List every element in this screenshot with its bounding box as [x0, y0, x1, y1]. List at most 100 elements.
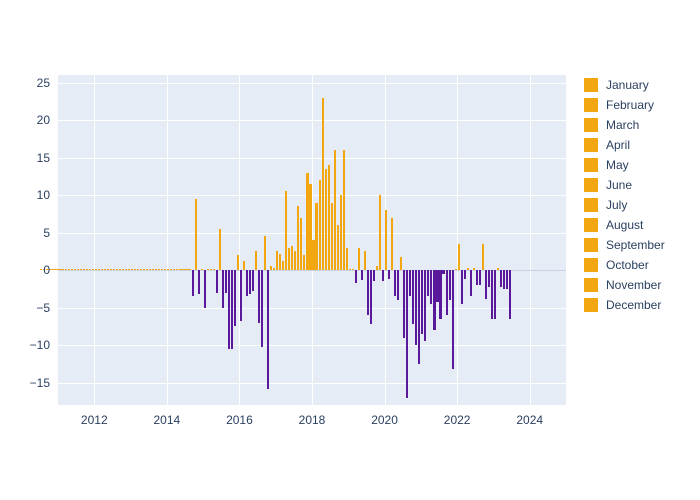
bar-positive[interactable]	[71, 269, 73, 270]
bar-positive[interactable]	[122, 269, 124, 270]
bar-negative[interactable]	[491, 270, 493, 319]
bar-positive[interactable]	[92, 269, 94, 270]
legend-item[interactable]: June	[584, 175, 694, 195]
bar-positive[interactable]	[264, 236, 266, 270]
bar-positive[interactable]	[346, 248, 348, 271]
bar-negative[interactable]	[433, 270, 435, 330]
bar-positive[interactable]	[210, 269, 212, 270]
bar-positive[interactable]	[65, 269, 67, 270]
bar-negative[interactable]	[449, 270, 451, 300]
bar-positive[interactable]	[143, 269, 145, 270]
bar-positive[interactable]	[319, 180, 321, 270]
bar-negative[interactable]	[370, 270, 372, 324]
bar-positive[interactable]	[195, 199, 197, 270]
bar-positive[interactable]	[89, 269, 91, 270]
bar-negative[interactable]	[485, 270, 487, 299]
bar-negative[interactable]	[388, 270, 390, 279]
bar-negative[interactable]	[409, 270, 411, 296]
bar-positive[interactable]	[352, 269, 354, 270]
bar-negative[interactable]	[421, 270, 423, 334]
bar-positive[interactable]	[95, 269, 97, 270]
bar-positive[interactable]	[385, 210, 387, 270]
bar-negative[interactable]	[204, 270, 206, 308]
bar-negative[interactable]	[427, 270, 429, 296]
bar-positive[interactable]	[167, 269, 169, 270]
bar-negative[interactable]	[249, 270, 251, 294]
bar-negative[interactable]	[476, 270, 478, 285]
bar-positive[interactable]	[149, 269, 151, 270]
plot-area[interactable]	[58, 75, 566, 405]
bar-positive[interactable]	[74, 269, 76, 270]
legend-item[interactable]: September	[584, 235, 694, 255]
bar-positive[interactable]	[340, 195, 342, 270]
bar-positive[interactable]	[170, 269, 172, 270]
bar-positive[interactable]	[152, 269, 154, 270]
bar-negative[interactable]	[228, 270, 230, 349]
bar-negative[interactable]	[192, 270, 194, 296]
legend-item[interactable]: February	[584, 95, 694, 115]
bar-positive[interactable]	[128, 269, 130, 270]
bar-positive[interactable]	[358, 248, 360, 271]
bar-positive[interactable]	[176, 269, 178, 270]
bar-positive[interactable]	[391, 218, 393, 271]
bar-positive[interactable]	[201, 269, 203, 270]
bar-positive[interactable]	[276, 251, 278, 270]
bar-negative[interactable]	[252, 270, 254, 291]
bar-negative[interactable]	[382, 270, 384, 281]
bar-negative[interactable]	[216, 270, 218, 293]
bar-negative[interactable]	[430, 270, 432, 304]
bar-positive[interactable]	[104, 269, 106, 270]
bar-positive[interactable]	[294, 251, 296, 270]
bar-positive[interactable]	[285, 191, 287, 270]
bar-negative[interactable]	[509, 270, 511, 319]
bar-positive[interactable]	[161, 269, 163, 270]
legend-item[interactable]: May	[584, 155, 694, 175]
bar-positive[interactable]	[349, 269, 351, 270]
bar-negative[interactable]	[222, 270, 224, 308]
bar-negative[interactable]	[503, 270, 505, 289]
bar-positive[interactable]	[455, 269, 457, 270]
bar-positive[interactable]	[343, 150, 345, 270]
bar-negative[interactable]	[240, 270, 242, 321]
bar-negative[interactable]	[446, 270, 448, 315]
bar-negative[interactable]	[373, 270, 375, 281]
bar-positive[interactable]	[255, 251, 257, 270]
bar-positive[interactable]	[107, 269, 109, 270]
bar-negative[interactable]	[461, 270, 463, 304]
bar-negative[interactable]	[412, 270, 414, 324]
bar-negative[interactable]	[225, 270, 227, 293]
legend-item[interactable]: January	[584, 75, 694, 95]
bar-positive[interactable]	[119, 269, 121, 270]
bar-negative[interactable]	[261, 270, 263, 347]
bar-positive[interactable]	[243, 261, 245, 270]
bar-positive[interactable]	[364, 251, 366, 270]
bar-positive[interactable]	[331, 203, 333, 271]
bar-positive[interactable]	[164, 269, 166, 270]
bar-positive[interactable]	[116, 269, 118, 270]
bar-negative[interactable]	[406, 270, 408, 398]
bar-positive[interactable]	[125, 269, 127, 270]
bar-positive[interactable]	[213, 269, 215, 270]
bar-positive[interactable]	[80, 269, 82, 270]
bar-positive[interactable]	[98, 269, 100, 270]
bar-negative[interactable]	[355, 270, 357, 283]
bar-positive[interactable]	[61, 269, 63, 270]
bar-positive[interactable]	[328, 165, 330, 270]
bar-negative[interactable]	[506, 270, 508, 289]
bar-positive[interactable]	[140, 269, 142, 270]
bar-positive[interactable]	[179, 269, 181, 270]
bar-positive[interactable]	[237, 255, 239, 270]
legend-item[interactable]: April	[584, 135, 694, 155]
legend-item[interactable]: March	[584, 115, 694, 135]
bar-positive[interactable]	[52, 269, 54, 270]
bar-negative[interactable]	[442, 270, 444, 274]
bar-negative[interactable]	[267, 270, 269, 389]
bar-positive[interactable]	[458, 244, 460, 270]
bar-negative[interactable]	[231, 270, 233, 349]
legend-item[interactable]: December	[584, 295, 694, 315]
bar-positive[interactable]	[110, 269, 112, 270]
bar-positive[interactable]	[322, 98, 324, 271]
bar-positive[interactable]	[55, 269, 57, 270]
bar-positive[interactable]	[282, 261, 284, 270]
bar-positive[interactable]	[173, 269, 175, 270]
